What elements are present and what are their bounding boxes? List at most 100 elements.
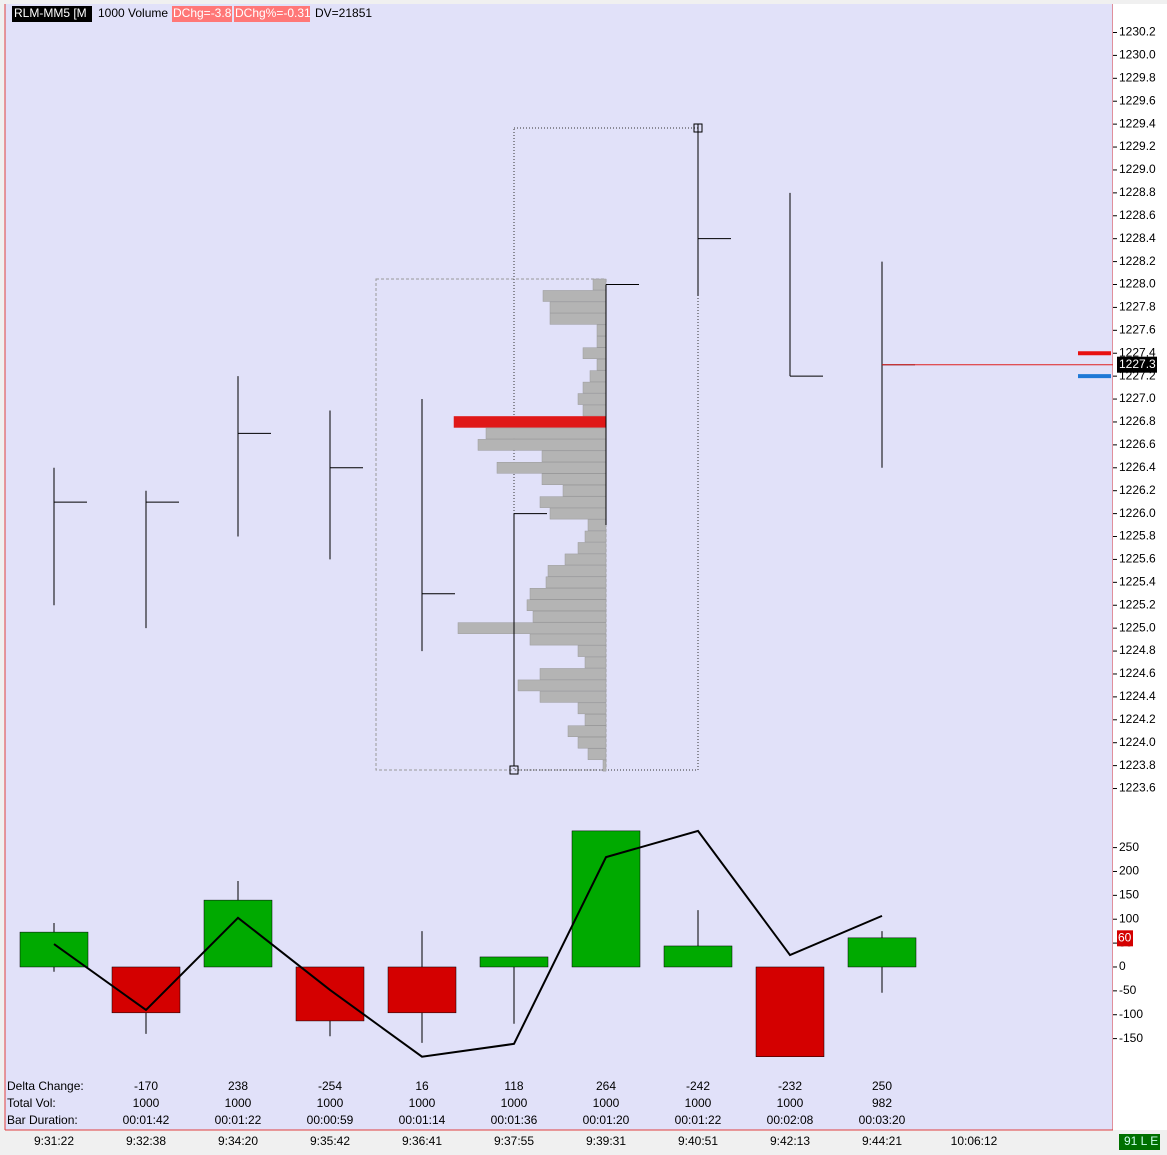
row-value: 1000 [317, 1096, 344, 1110]
profile-bar [582, 404, 607, 417]
profile-bar [539, 496, 607, 508]
row-value: 00:02:08 [767, 1113, 814, 1127]
profile-bar [587, 519, 607, 531]
y-tick-label: 1229.6 [1119, 93, 1156, 107]
delta-bar [19, 931, 89, 968]
x-tick-label: 9:39:31 [586, 1134, 626, 1148]
x-tick-label: 9:35:42 [310, 1134, 350, 1148]
profile-bar [567, 725, 607, 738]
y-tick-label: 100 [1119, 911, 1139, 925]
delta-bar [203, 899, 273, 968]
y-tick-label: 0 [1119, 959, 1126, 973]
row-value: 00:01:14 [399, 1113, 446, 1127]
x-tick-label: 9:44:21 [862, 1134, 902, 1148]
y-tick-label: 1229.0 [1119, 162, 1156, 176]
dchg-bg [172, 6, 232, 22]
status-bg [1119, 1134, 1160, 1150]
profile-bar [547, 565, 607, 577]
x-tick-label: 9:37:55 [494, 1134, 534, 1148]
y-tick-label: 1227.8 [1119, 300, 1156, 314]
y-tick-label: 1223.6 [1119, 781, 1156, 795]
profile-bar [577, 645, 607, 657]
y-tick-label: 1229.8 [1119, 70, 1156, 84]
profile-bar [584, 656, 607, 669]
profile-bar [577, 736, 607, 749]
profile-bar [564, 553, 607, 566]
profile-bar [549, 313, 607, 325]
profile-bar [545, 576, 607, 589]
row-label: Bar Duration: [7, 1113, 78, 1127]
delta-bar [479, 956, 549, 968]
profile-bar [602, 759, 607, 772]
profile-bar [529, 633, 607, 646]
y-tick-label: 1226.0 [1119, 506, 1156, 520]
profile-bar [592, 278, 607, 291]
row-value: 118 [504, 1079, 523, 1093]
row-value: 982 [872, 1096, 892, 1110]
row-value: -232 [778, 1079, 802, 1093]
period: 1000 Volume [98, 6, 168, 20]
y-tick-label: 250 [1119, 840, 1139, 854]
row-value: -242 [686, 1079, 710, 1093]
y-tick-label: 1226.2 [1119, 483, 1156, 497]
profile-bar [582, 381, 607, 394]
profile-bar [477, 439, 607, 451]
row-value: 00:01:20 [583, 1113, 630, 1127]
delta-line [53, 829, 883, 1058]
y-tick-label: 1225.0 [1119, 620, 1156, 634]
y-tick-label: 200 [1119, 864, 1139, 878]
handle[interactable] [509, 765, 519, 775]
y-tick-label: 1228.4 [1119, 231, 1156, 245]
x-tick-label: 9:40:51 [678, 1134, 718, 1148]
y-tick-label: 1227.4 [1119, 345, 1156, 359]
y-tick-label: 1224.0 [1119, 735, 1156, 749]
last-price-label: 1227.3 [1119, 357, 1156, 371]
profile-bar [549, 301, 607, 314]
y-tick-label: 1224.6 [1119, 666, 1156, 680]
profile-bar [496, 462, 607, 474]
row-value: -170 [134, 1079, 158, 1093]
row-value: 1000 [225, 1096, 252, 1110]
y-tick-label: 1226.8 [1119, 414, 1156, 428]
row-value: 250 [872, 1079, 892, 1093]
y-tick-label: 1229.4 [1119, 116, 1156, 130]
y-tick-label: 1224.2 [1119, 712, 1156, 726]
profile-bar [457, 622, 607, 634]
row-value: -254 [318, 1079, 342, 1093]
y-tick-label: 1225.8 [1119, 529, 1156, 543]
profile-bar [562, 484, 607, 497]
y-tick-label: 1229.2 [1119, 139, 1156, 153]
y-tick-label: -100 [1119, 1007, 1143, 1021]
profile-bar [541, 473, 607, 485]
row-value: 00:03:20 [859, 1113, 906, 1127]
row-label: Delta Change: [7, 1079, 84, 1093]
y-tick-label: 1227.6 [1119, 322, 1156, 336]
row-value: 238 [228, 1079, 248, 1093]
profile-bar [584, 530, 607, 543]
dchg-pct-bg [234, 6, 310, 22]
y-tick-label: 1224.8 [1119, 643, 1156, 657]
x-tick-label: 9:42:13 [770, 1134, 810, 1148]
profile-bar [596, 324, 607, 337]
row-value: 00:01:22 [675, 1113, 722, 1127]
x-tick-label: 9:31:22 [34, 1134, 74, 1148]
x-tick-label: 9:36:41 [402, 1134, 442, 1148]
profile-bar [539, 668, 607, 680]
row-value: 1000 [685, 1096, 712, 1110]
y-tick-label: 1228.2 [1119, 254, 1156, 268]
y-tick-label: 1226.6 [1119, 437, 1156, 451]
row-value: 16 [415, 1079, 429, 1093]
delta-bar [847, 937, 917, 968]
y-tick-label: 1228.8 [1119, 185, 1156, 199]
row-value: 00:00:59 [307, 1113, 354, 1127]
x-tick-label: 10:06:12 [951, 1134, 998, 1148]
profile-bar [526, 599, 607, 611]
row-value: 1000 [777, 1096, 804, 1110]
profile-bar [596, 336, 607, 348]
x-tick-label: 9:32:38 [126, 1134, 166, 1148]
header: RLM-MM5 [M 1000 Volume DChg=-3.8 DChg%=-… [12, 6, 372, 22]
profile-bar [517, 679, 607, 692]
delta-bar [755, 966, 825, 1057]
y-tick-label: 1230.0 [1119, 48, 1156, 62]
